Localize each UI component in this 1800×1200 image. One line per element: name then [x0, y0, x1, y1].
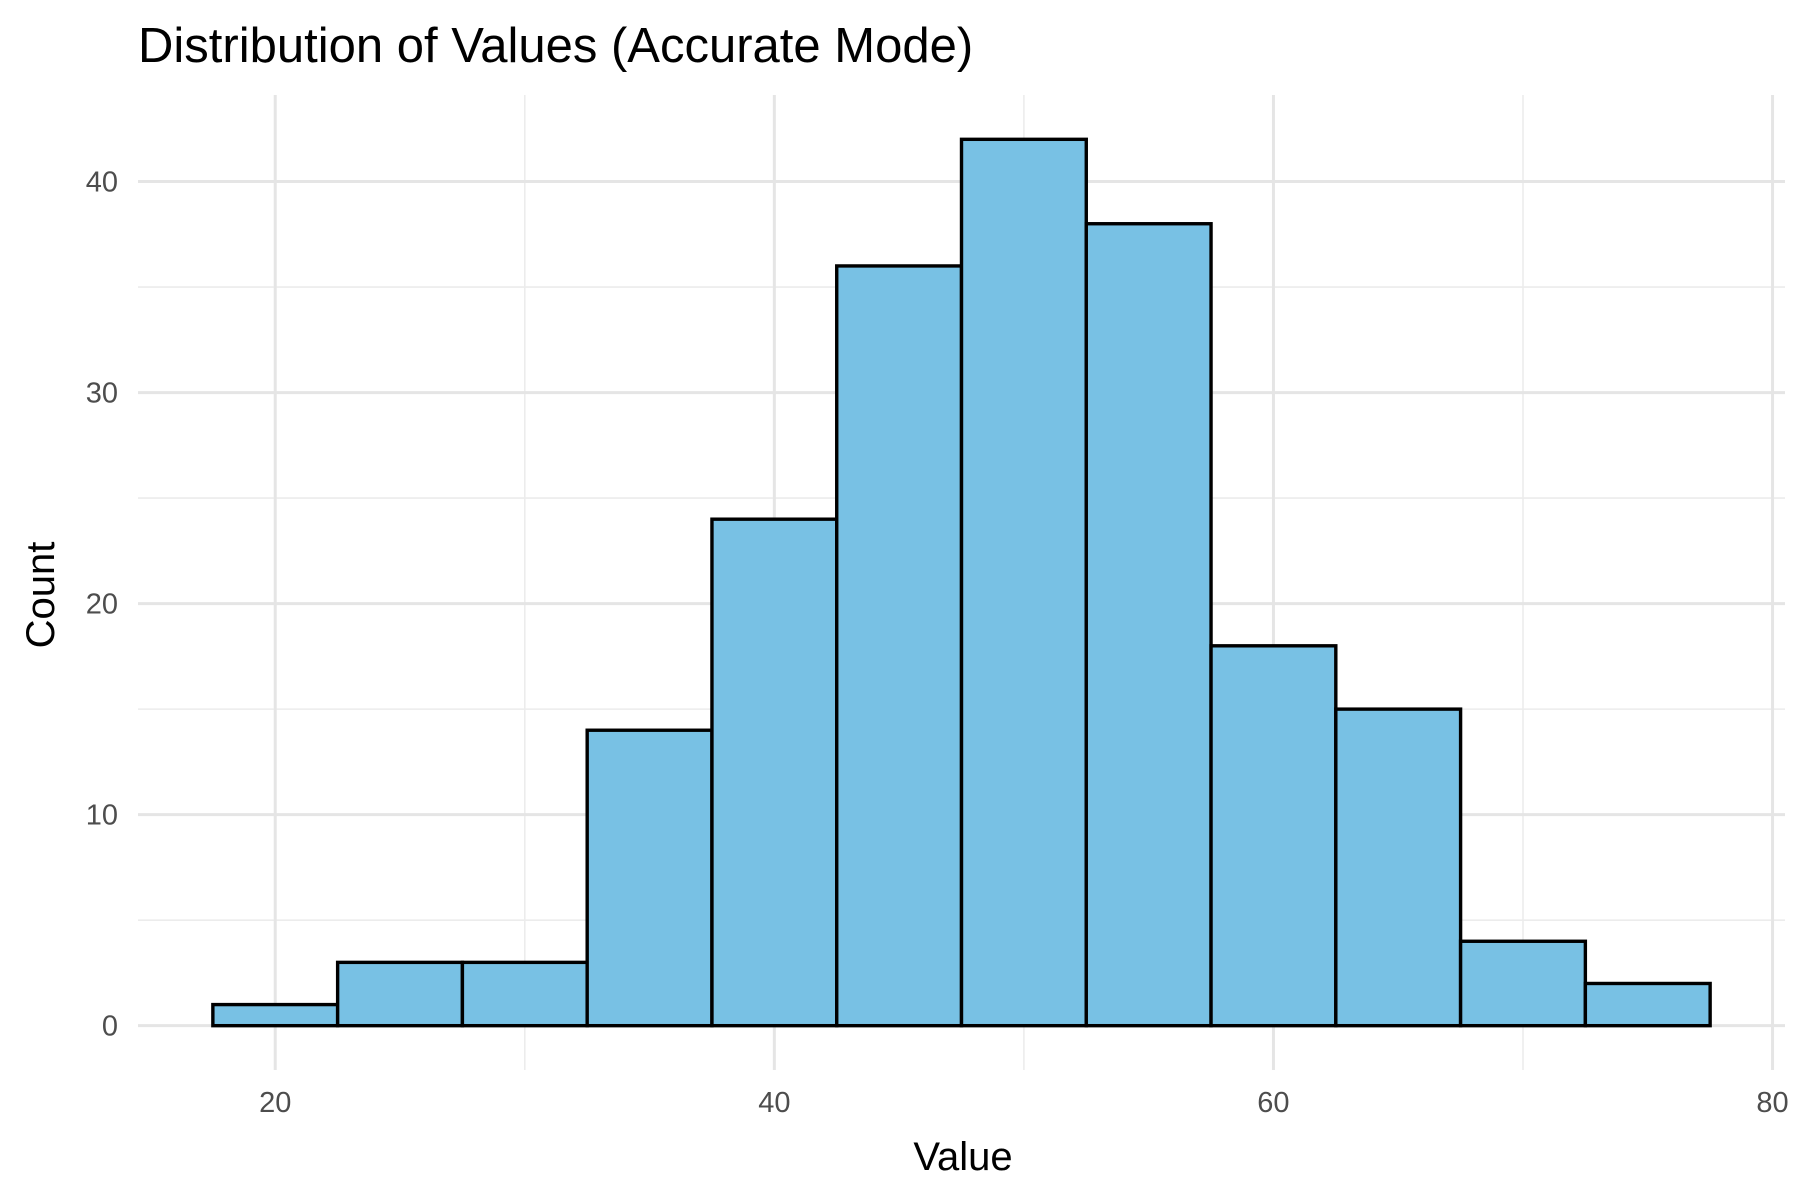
x-tick-label: 40 — [758, 1087, 790, 1119]
histogram-bar — [959, 137, 1088, 1028]
histogram-bar — [460, 960, 589, 1028]
histogram-bar — [335, 960, 465, 1028]
histogram-bar — [835, 264, 964, 1028]
histogram-bar — [1084, 222, 1213, 1028]
histogram-bar — [585, 728, 714, 1028]
histogram-bars — [211, 137, 1712, 1028]
chart-title: Distribution of Values (Accurate Mode) — [138, 19, 973, 73]
x-axis-ticks: 20 40 60 80 — [259, 1087, 1789, 1119]
histogram-bar — [710, 517, 839, 1028]
y-tick-label: 10 — [86, 800, 118, 832]
y-axis-ticks: 0 10 20 30 40 — [86, 167, 118, 1043]
y-tick-label: 0 — [102, 1011, 118, 1043]
y-axis-title: Count — [19, 542, 63, 649]
x-tick-label: 20 — [259, 1087, 291, 1119]
x-axis-title: Value — [913, 1135, 1012, 1179]
histogram-bar — [1334, 707, 1463, 1028]
histogram-bar — [1458, 939, 1588, 1028]
histogram-bar — [1583, 981, 1712, 1028]
y-tick-label: 40 — [86, 167, 118, 199]
histogram-bar — [211, 1002, 340, 1028]
y-tick-label: 30 — [86, 378, 118, 410]
x-tick-label: 60 — [1257, 1087, 1289, 1119]
x-tick-label: 80 — [1756, 1087, 1788, 1119]
y-tick-label: 20 — [86, 589, 118, 621]
histogram-bar — [1209, 644, 1338, 1028]
